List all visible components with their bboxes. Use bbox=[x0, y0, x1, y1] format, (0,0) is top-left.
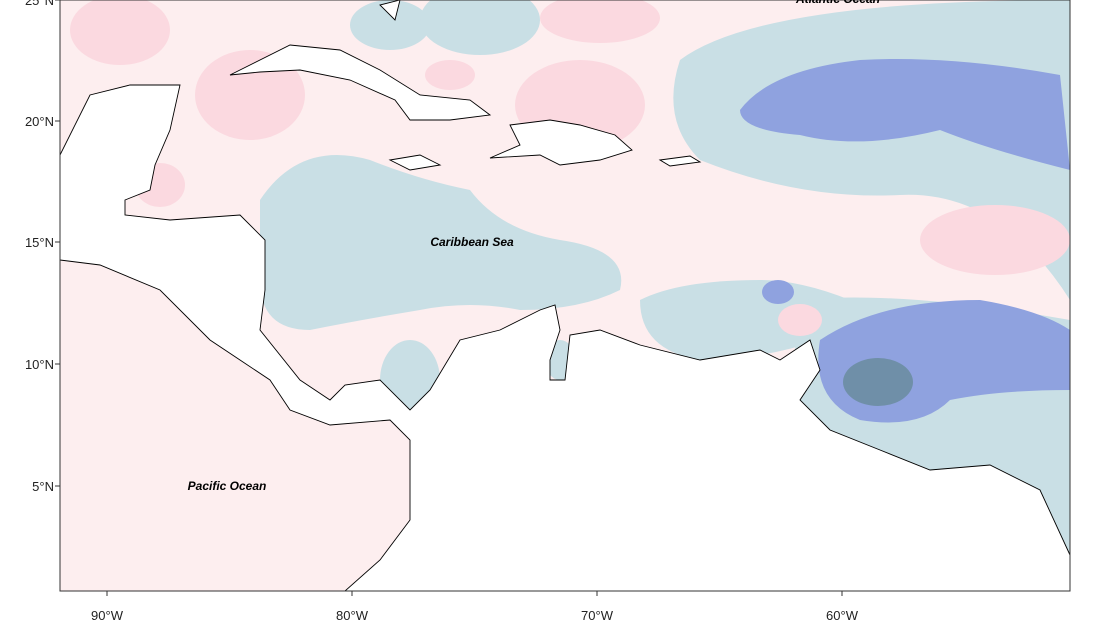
ocean-label: Pacific Ocean bbox=[188, 479, 267, 493]
lat-label: 20°N bbox=[25, 114, 54, 129]
ocean-label: Caribbean Sea bbox=[430, 235, 514, 249]
labels: 25°N 20°N 15°N 10°N 5°N 90°W 80°W 70°W 60°W Carib… bbox=[25, 0, 880, 623]
panel-border bbox=[59, 0, 1071, 592]
ocean-label: Atlantic Ocean bbox=[795, 0, 880, 6]
lat-label: 25°N bbox=[25, 0, 54, 8]
lat-label: 15°N bbox=[25, 235, 54, 250]
lon-label: 60°W bbox=[826, 608, 859, 623]
lon-label: 80°W bbox=[336, 608, 369, 623]
map-panel bbox=[60, 0, 1070, 591]
lat-label: 5°N bbox=[32, 479, 54, 494]
lat-label: 10°N bbox=[25, 357, 54, 372]
lon-label: 90°W bbox=[91, 608, 124, 623]
lon-label: 70°W bbox=[581, 608, 614, 623]
land bbox=[60, 0, 1070, 591]
